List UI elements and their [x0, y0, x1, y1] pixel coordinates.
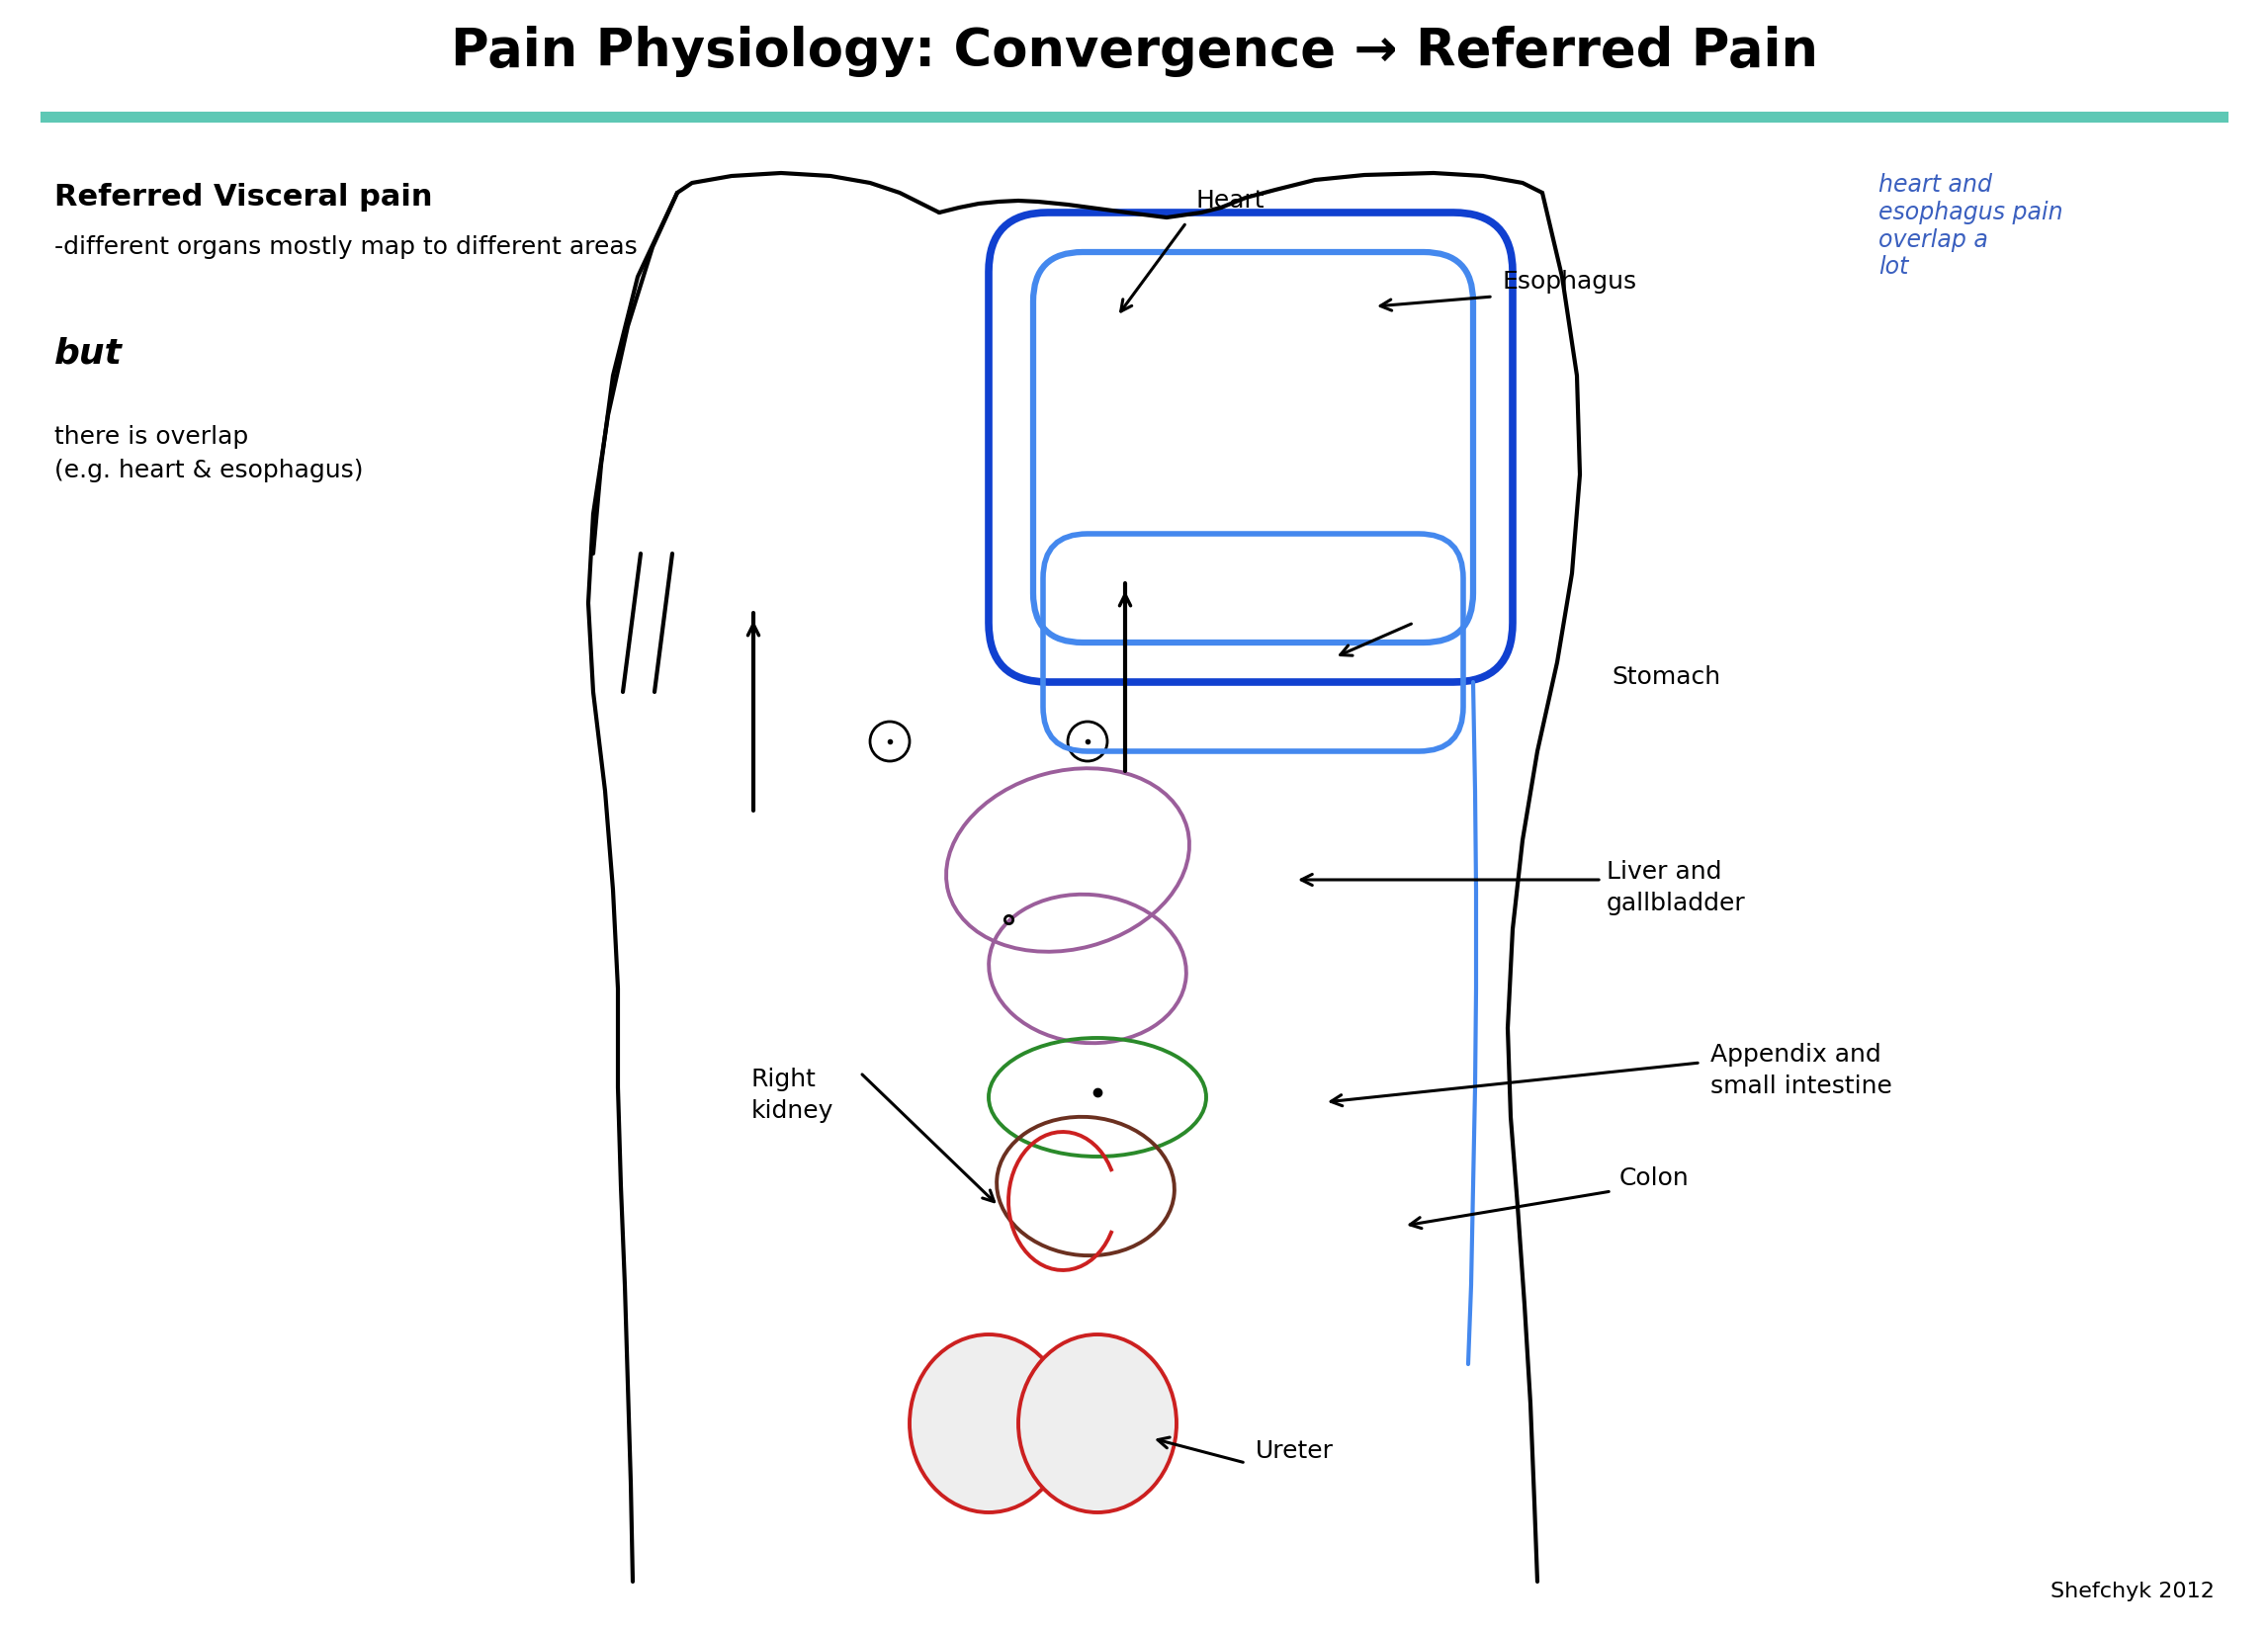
- Text: but: but: [54, 336, 122, 369]
- Text: Colon: Colon: [1619, 1166, 1690, 1190]
- Text: -different organs mostly map to different areas: -different organs mostly map to differen…: [54, 235, 637, 260]
- Text: Pain Physiology: Convergence → Referred Pain: Pain Physiology: Convergence → Referred …: [451, 26, 1817, 77]
- Text: Referred Visceral pain: Referred Visceral pain: [54, 183, 433, 212]
- Ellipse shape: [909, 1334, 1068, 1512]
- Text: Shefchyk 2012: Shefchyk 2012: [2050, 1582, 2214, 1602]
- Text: Right
kidney: Right kidney: [751, 1068, 835, 1122]
- Text: Esophagus: Esophagus: [1504, 269, 1637, 294]
- Text: Appendix and
small intestine: Appendix and small intestine: [1710, 1043, 1892, 1097]
- Text: Stomach: Stomach: [1613, 665, 1721, 689]
- Ellipse shape: [1018, 1334, 1177, 1512]
- Text: there is overlap
(e.g. heart & esophagus): there is overlap (e.g. heart & esophagus…: [54, 425, 363, 482]
- Text: heart and
esophagus pain
overlap a
lot: heart and esophagus pain overlap a lot: [1878, 173, 2064, 279]
- Text: Ureter: Ureter: [1256, 1439, 1334, 1463]
- Text: Heart: Heart: [1195, 189, 1266, 212]
- Text: Liver and
gallbladder: Liver and gallbladder: [1606, 861, 1746, 914]
